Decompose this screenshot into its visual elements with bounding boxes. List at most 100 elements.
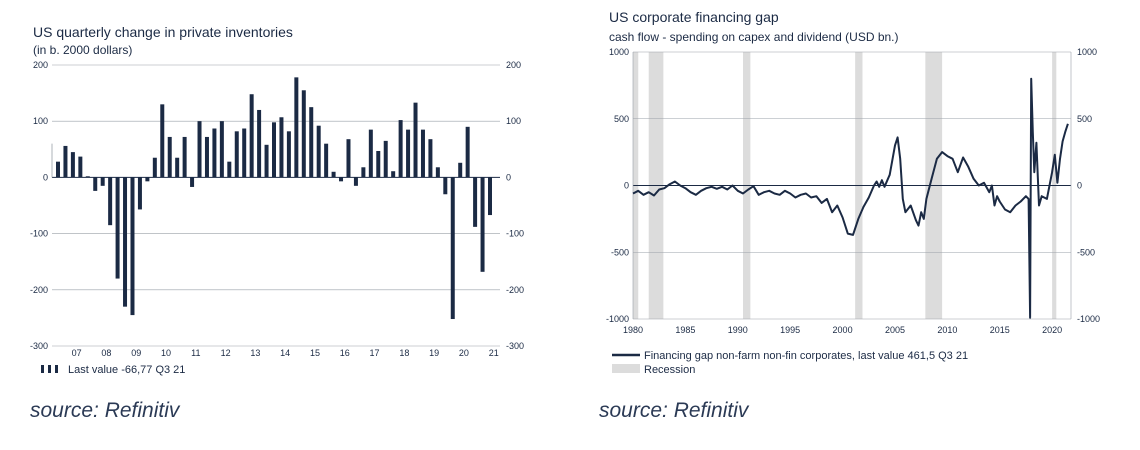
legend-recession-swatch [612,364,640,373]
y-tick-label-right: 500 [1077,114,1092,124]
bar [249,94,254,178]
bar [413,102,418,178]
bar [376,150,381,178]
bar [137,177,142,210]
x-tick-label: 1990 [728,325,748,335]
bar [368,129,373,178]
y-tick-label-left: 0 [43,172,48,182]
legend-series-label: Financing gap non-farm non-fin corporate… [644,350,968,362]
bar [234,131,239,178]
bar [435,167,440,178]
bar [331,171,336,178]
y-tick-label-left: 100 [33,116,48,126]
bar [100,177,105,186]
bar [264,144,269,178]
x-tick-label: 1995 [780,325,800,335]
x-tick-label: 14 [280,348,290,358]
y-tick-label-left: 200 [33,60,48,70]
bar [294,77,299,178]
y-tick-label-left: -1000 [606,314,629,324]
bar [353,177,358,186]
bar [301,90,306,178]
bar [309,107,314,178]
bar [272,122,276,178]
bar [473,177,478,227]
bar [324,143,329,178]
bar [123,177,128,307]
inventories-chart-subtitle: (in b. 2000 dollars) [33,43,133,57]
y-tick-label-right: -1000 [1077,314,1100,324]
bar [346,139,351,178]
bar [257,109,262,178]
bar [443,177,448,195]
financing-gap-chart-subtitle: cash flow - spending on capex and divide… [609,30,899,44]
y-tick-label-right: 0 [1077,181,1082,191]
bar [160,104,165,178]
y-tick-label-right: 100 [506,116,521,126]
y-tick-label-right: 200 [506,60,521,70]
bar [204,136,209,178]
x-tick-label: 16 [340,348,350,358]
x-tick-label: 19 [429,348,439,358]
y-tick-label-right: -500 [1077,247,1095,257]
bar [428,139,433,178]
x-tick-label: 11 [191,348,200,358]
x-tick-label: 2010 [937,325,957,335]
x-tick-label: 15 [310,348,320,358]
bar [152,157,157,178]
legend-bar-swatch [48,365,51,373]
bar [450,177,455,320]
bar [391,171,396,178]
x-tick-label: 20 [459,348,469,358]
x-tick-label: 1980 [623,325,643,335]
bar [197,121,202,178]
x-tick-label: 21 [489,348,499,358]
bar [279,117,284,178]
bar [420,129,425,178]
bar [130,177,135,316]
financing-gap-chart-title: US corporate financing gap [609,9,779,25]
inventories-source-note: source: Refinitiv [30,399,180,422]
bar [167,136,172,178]
y-tick-label-right: 0 [506,172,511,182]
y-tick-label-left: -300 [30,341,48,351]
x-tick-label: 07 [72,348,82,358]
x-tick-label: 13 [250,348,260,358]
financing-gap-chart-panel: US corporate financing gap cash flow - s… [590,0,1140,450]
x-tick-label: 12 [221,348,231,358]
bar [145,177,150,182]
y-tick-label-right: -200 [506,285,524,295]
x-tick-label: 17 [370,348,380,358]
bar [339,177,344,182]
y-tick-label-left: 0 [624,181,629,191]
y-tick-label-left: 500 [614,114,629,124]
inventories-bar-chart: 200 200 100 100 0 0 -100 -100 -200 -200 -300 -300 07… [30,60,524,376]
bar [78,156,83,178]
bar [227,161,232,178]
legend-recession-label: Recession [644,364,695,376]
y-tick-label-right: -300 [506,341,524,351]
bar [465,126,470,178]
bar [85,176,90,178]
bar [175,157,180,178]
y-tick-label-left: -500 [611,247,629,257]
x-tick-label: 2020 [1042,325,1062,335]
y-tick-label-right: -100 [506,229,524,239]
bar [63,145,68,178]
y-tick-label-left: 1000 [609,47,629,57]
legend-bar-swatch [41,365,44,373]
bar [242,128,247,178]
bar [480,177,485,272]
bar [361,167,366,178]
bar [458,162,463,178]
x-tick-label: 2015 [990,325,1010,335]
bar [406,129,411,178]
bar [108,177,113,226]
bar [56,161,60,178]
bar [93,177,98,191]
legend-last-value: Last value -66,77 Q3 21 [68,364,185,376]
y-tick-label-left: -100 [30,229,48,239]
x-tick-label: 18 [399,348,409,358]
x-tick-label: 08 [101,348,111,358]
